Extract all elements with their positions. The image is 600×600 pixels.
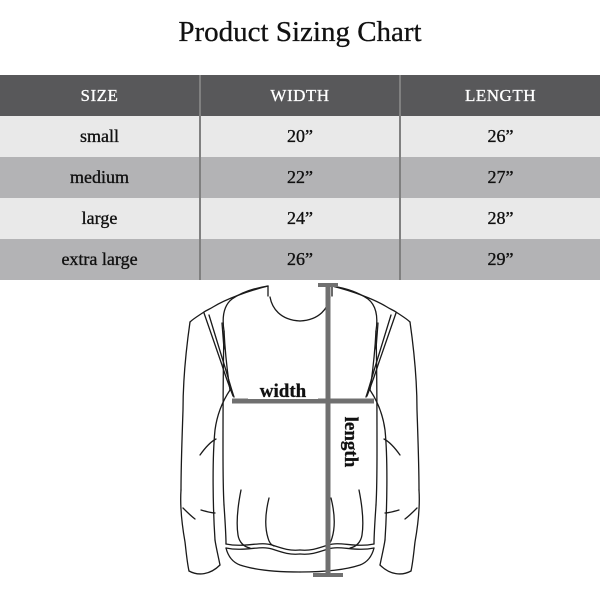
svg-text:width: width (260, 381, 307, 402)
svg-text:length: length (340, 417, 361, 468)
